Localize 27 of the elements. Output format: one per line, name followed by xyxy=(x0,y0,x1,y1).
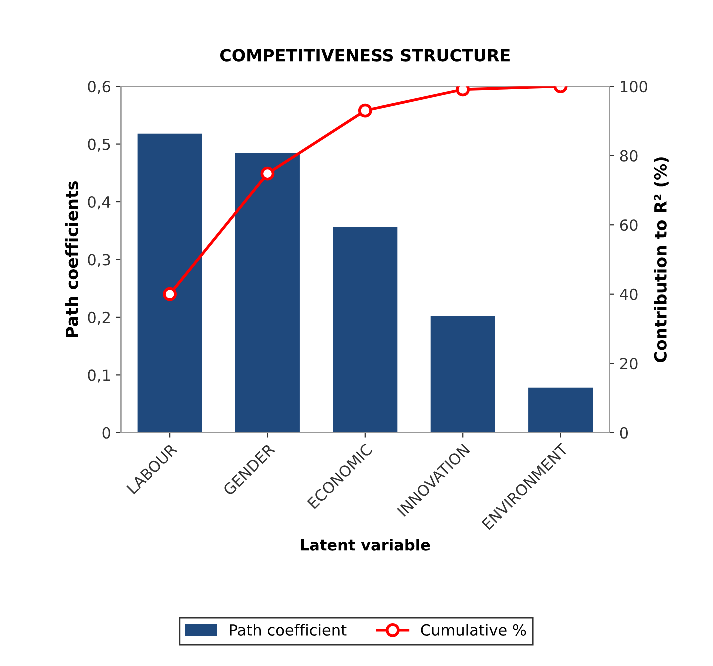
bar xyxy=(430,316,496,433)
x-axis-title: Latent variable xyxy=(301,539,430,551)
point xyxy=(163,287,177,302)
y-tick-label: 0 xyxy=(102,427,110,439)
bar xyxy=(333,227,398,433)
point xyxy=(260,166,275,181)
bar xyxy=(528,388,594,433)
bar xyxy=(138,134,202,433)
chart-title: COMPETITIVENESS STRUCTURE xyxy=(220,49,510,62)
y-tick-label: 0,6 xyxy=(88,81,111,94)
y2-tick-label: 80 xyxy=(620,150,638,162)
y-tick-label: 0,2 xyxy=(88,312,110,326)
y-tick-label: 0,3 xyxy=(88,254,110,268)
legend-label: Path coefficient xyxy=(230,624,347,636)
y2-tick-label: 60 xyxy=(620,220,638,232)
bar xyxy=(235,152,300,433)
point xyxy=(358,104,372,118)
y-tick-label: 0,5 xyxy=(88,138,110,152)
y2-axis-title: Contribution to R² (%) xyxy=(654,158,669,362)
y-axis-title: Path coefficients xyxy=(66,181,78,338)
y2-tick-label: 100 xyxy=(621,81,648,93)
legend-label: Cumulative % xyxy=(421,624,526,636)
y2-tick-label: 0 xyxy=(620,427,628,439)
y-tick-label: 0,4 xyxy=(88,196,111,210)
y2-tick-label: 40 xyxy=(620,288,638,300)
y2-tick-label: 20 xyxy=(620,358,638,370)
y-tick-label: 0,1 xyxy=(88,370,110,383)
